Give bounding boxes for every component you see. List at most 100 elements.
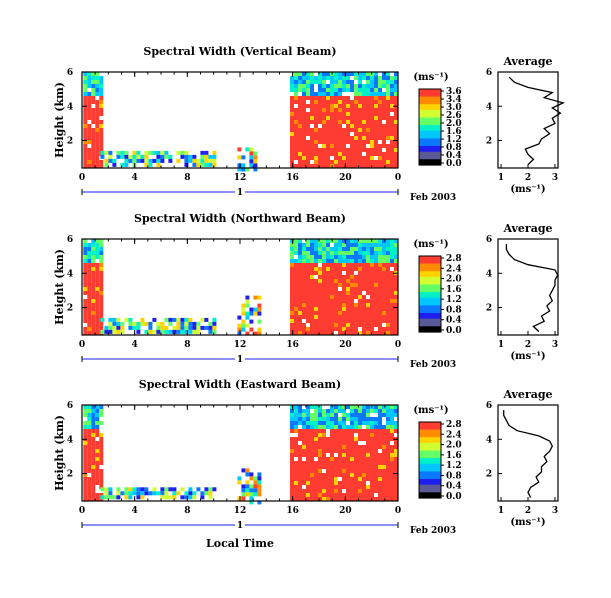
heatmap-cell — [294, 164, 298, 168]
heatmap-cell — [298, 164, 302, 168]
heatmap-cell — [302, 425, 306, 429]
heatmap-cell — [382, 287, 386, 291]
heatmap-cell — [362, 433, 366, 437]
heatmap — [83, 72, 398, 172]
heatmap-cell — [310, 327, 314, 331]
heatmap-cell — [99, 307, 104, 311]
heatmap-cell — [241, 492, 246, 497]
heatmap-cell — [99, 92, 104, 96]
heatmap-cell — [314, 144, 318, 148]
heatmap-cell — [83, 160, 88, 164]
heatmap-cell — [249, 159, 254, 164]
heatmap-cell — [310, 473, 314, 477]
heatmap-cell — [322, 271, 326, 275]
heatmap-cell — [91, 239, 96, 243]
colorbar-swatch — [419, 469, 441, 472]
heatmap-cell — [386, 291, 390, 295]
heatmap-cell — [390, 283, 394, 287]
heatmap-cell — [87, 493, 92, 497]
heatmap-cell — [294, 271, 298, 275]
heatmap-cell — [322, 477, 326, 481]
heatmap-cell — [326, 255, 330, 259]
heatmap-cell — [91, 315, 96, 319]
heatmap-cell — [99, 112, 104, 116]
heatmap-cell — [108, 491, 113, 496]
heatmap-cell — [245, 488, 250, 493]
heatmap-cell — [354, 92, 358, 96]
colorbar-swatch — [419, 431, 441, 434]
heatmap-cell — [83, 449, 88, 453]
x-tick-label: 16 — [286, 173, 299, 183]
heatmap-cell — [310, 497, 314, 501]
heatmap-cell — [83, 76, 88, 80]
colorbar-swatch — [419, 448, 441, 452]
heatmap-cell — [95, 433, 100, 437]
heatmap-cell — [306, 104, 310, 108]
heatmap-cell — [112, 321, 117, 326]
heatmap-cell — [330, 469, 334, 473]
heatmap-cell — [310, 307, 314, 311]
heatmap-cell — [99, 441, 104, 445]
heatmap-cell — [237, 496, 242, 501]
heatmap-cell — [346, 140, 350, 144]
heatmap-cell — [253, 159, 258, 164]
average-y-tick-label: 6 — [486, 401, 492, 411]
heatmap-cell — [326, 100, 330, 104]
heatmap-cell — [350, 112, 354, 116]
heatmap-cell — [128, 487, 133, 492]
colorbar-tick-label: 0.8 — [446, 305, 462, 315]
colorbar-tick-label: 3.4 — [446, 95, 462, 105]
heatmap-cell — [370, 283, 374, 287]
panel-2: Spectral Width (Eastward Beam)0 4 8 12 16 20 0… — [53, 378, 559, 536]
heatmap-cell — [366, 477, 370, 481]
heatmap-cell — [87, 132, 92, 136]
heatmap-cell — [338, 267, 342, 271]
heatmap-cell — [338, 421, 342, 425]
heatmap-cell — [362, 243, 366, 247]
heatmap-cell — [334, 441, 338, 445]
heatmap-cell — [298, 72, 302, 76]
heatmap-cell — [164, 325, 169, 330]
heatmap-cell — [362, 303, 366, 307]
heatmap-cell — [358, 299, 362, 303]
heatmap-cell — [294, 469, 298, 473]
heatmap-cell — [350, 457, 354, 461]
heatmap-cell — [290, 144, 294, 148]
heatmap-cell — [91, 108, 96, 112]
heatmap-cell — [306, 124, 310, 128]
heatmap-cell — [346, 307, 350, 311]
heatmap-cell — [354, 453, 358, 457]
colorbar-swatch — [419, 282, 441, 286]
heatmap-cell — [346, 323, 350, 327]
heatmap-cell — [394, 481, 398, 485]
heatmap-cell — [241, 307, 246, 312]
heatmap-cell — [241, 484, 246, 489]
heatmap-cell — [394, 449, 398, 453]
heatmap-cell — [184, 325, 189, 330]
heatmap-cell — [87, 477, 92, 481]
heatmap-cell — [310, 247, 314, 251]
heatmap-cell — [140, 154, 145, 159]
heatmap-cell — [306, 469, 310, 473]
heatmap-cell — [290, 243, 294, 247]
heatmap-cell — [362, 136, 366, 140]
heatmap-cell — [386, 92, 390, 96]
average-y-tick-label: 2 — [486, 304, 492, 314]
heatmap-cell — [350, 417, 354, 421]
heatmap-cell — [208, 487, 213, 492]
heatmap-cell — [390, 457, 394, 461]
heatmap-cell — [378, 469, 382, 473]
heatmap-cell — [87, 291, 92, 295]
heatmap-cell — [91, 271, 96, 275]
heatmap-cell — [354, 128, 358, 132]
colorbar-tick-label: 0.4 — [446, 151, 462, 161]
heatmap-cell — [378, 279, 382, 283]
heatmap-cell — [350, 104, 354, 108]
heatmap-cell — [99, 493, 104, 497]
heatmap-cell — [318, 104, 322, 108]
heatmap-cell — [358, 429, 362, 433]
heatmap-cell — [314, 421, 318, 425]
heatmap-cell — [386, 116, 390, 120]
heatmap-cell — [290, 425, 294, 429]
heatmap-cell — [136, 325, 141, 330]
